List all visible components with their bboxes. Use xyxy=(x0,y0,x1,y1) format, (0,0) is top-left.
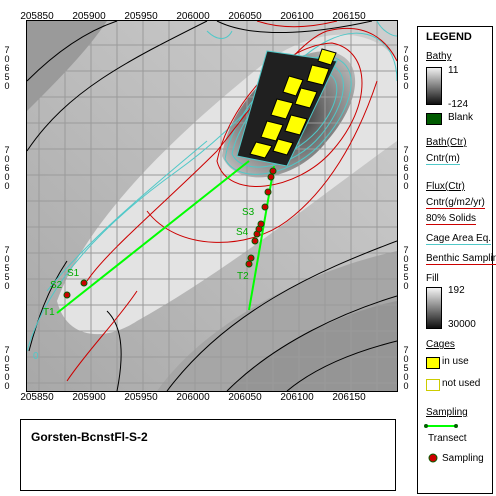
bathy-gradient-bar xyxy=(426,67,442,105)
bathy-min: -124 xyxy=(448,99,469,110)
legend-panel: LEGEND Bathy 11 -124 Blank Bath(Ctr) Cnt… xyxy=(417,26,496,494)
y-tick-label: 7 0 5 5 0 xyxy=(4,245,10,291)
legend-blank: Blank xyxy=(448,112,474,123)
y-tick-label-right: 7 0 6 5 0 xyxy=(403,45,409,91)
y-tick-label-right: 7 0 5 5 0 xyxy=(403,245,409,291)
map-title: Gorsten-BcnstFl-S-2 xyxy=(31,430,148,444)
legend-cntr-gm2yr: Cntr(g/m2/yr) xyxy=(426,197,485,209)
y-tick-label: 7 0 6 5 0 xyxy=(4,45,10,91)
fill-min: 30000 xyxy=(448,319,476,330)
sampling-symbol xyxy=(428,453,438,463)
x-tick-label-bottom: 206000 xyxy=(176,392,210,403)
contour-label-zero: 0 xyxy=(33,351,39,362)
legend-transect: Transect xyxy=(428,433,467,444)
legend-cage-area: Cage Area Eq. xyxy=(426,233,492,245)
legend-sampling-heading: Sampling xyxy=(426,407,468,418)
label-t1: T1 xyxy=(43,307,55,318)
x-tick-label-bottom: 205850 xyxy=(20,392,54,403)
label-s4: S4 xyxy=(236,227,249,238)
x-tick-label: 205900 xyxy=(72,11,106,22)
bathy-max: 11 xyxy=(448,65,459,76)
blank-swatch xyxy=(426,113,442,125)
x-tick-label: 206150 xyxy=(332,11,366,22)
cages-in-use xyxy=(249,48,337,159)
legend-cntr-m: Cntr(m) xyxy=(426,153,460,165)
x-tick-label: 205850 xyxy=(20,11,54,22)
legend-bathy-heading: Bathy xyxy=(426,51,452,62)
legend-title: LEGEND xyxy=(426,31,472,43)
y-tick-label: 7 0 5 0 0 xyxy=(4,345,10,391)
bathymetry-map xyxy=(27,21,397,391)
legend-solids: 80% Solids xyxy=(426,213,477,225)
x-tick-label: 206100 xyxy=(280,11,314,22)
label-t2: T2 xyxy=(237,271,249,282)
bathymetry-contours xyxy=(27,21,397,391)
title-panel: Gorsten-BcnstFl-S-2 xyxy=(20,419,396,491)
sampling-points xyxy=(63,167,277,299)
x-tick-label: 205950 xyxy=(124,11,158,22)
y-tick-label-right: 7 0 6 0 0 xyxy=(403,145,409,191)
transect-symbol xyxy=(424,424,458,428)
x-tick-label: 206000 xyxy=(176,11,210,22)
fill-max: 192 xyxy=(448,285,465,296)
flux-contours xyxy=(66,21,397,382)
x-tick-label: 206050 xyxy=(228,11,262,22)
legend-benthic: Benthic Sampling xyxy=(426,253,496,265)
x-tick-label-bottom: 206150 xyxy=(332,392,366,403)
fill-gradient-bar xyxy=(426,287,442,329)
label-s2: S2 xyxy=(50,280,63,291)
legend-not-used: not used xyxy=(442,378,481,389)
y-tick-label: 7 0 6 0 0 xyxy=(4,145,10,191)
label-s3: S3 xyxy=(242,207,255,218)
map-canvas[interactable]: T1 T2 S1 S2 S3 S4 0 xyxy=(26,20,398,392)
legend-sampling: Sampling xyxy=(442,453,484,464)
legend-in-use: in use xyxy=(442,356,469,367)
legend-cages: Cages xyxy=(426,339,455,350)
x-tick-label-bottom: 206100 xyxy=(280,392,314,403)
legend-fill: Fill xyxy=(426,273,439,284)
cage-in-use-swatch xyxy=(426,357,440,369)
label-s1: S1 xyxy=(67,268,80,279)
x-tick-label-bottom: 205900 xyxy=(72,392,106,403)
shallow-area xyxy=(227,301,397,391)
cage-not-used-swatch xyxy=(426,379,440,391)
shallow-area xyxy=(27,21,107,111)
x-tick-label-bottom: 205950 xyxy=(124,392,158,403)
legend-bath-ctr: Bath(Ctr) xyxy=(426,137,467,148)
y-tick-label-right: 7 0 5 0 0 xyxy=(403,345,409,391)
x-tick-label-bottom: 206050 xyxy=(228,392,262,403)
legend-flux-ctr: Flux(Ctr) xyxy=(426,181,465,192)
